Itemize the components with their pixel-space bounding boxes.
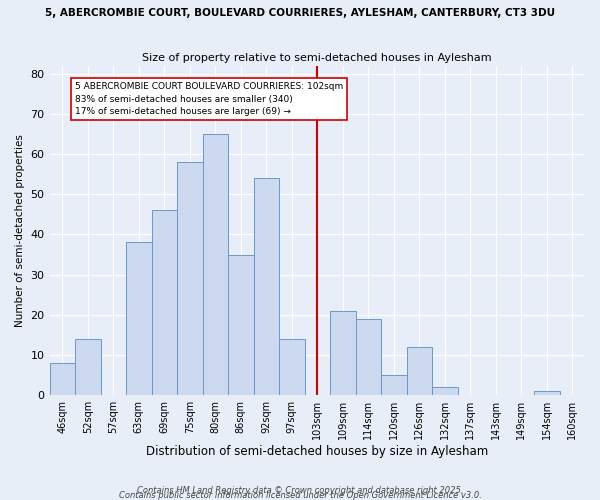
Bar — [381, 375, 407, 395]
Title: Size of property relative to semi-detached houses in Aylesham: Size of property relative to semi-detach… — [142, 52, 492, 62]
Bar — [407, 346, 432, 395]
Bar — [75, 338, 101, 395]
Bar — [50, 363, 75, 395]
Bar — [534, 391, 560, 395]
Bar — [356, 318, 381, 395]
Bar — [254, 178, 279, 395]
Bar — [279, 338, 305, 395]
Text: 5, ABERCROMBIE COURT, BOULEVARD COURRIERES, AYLESHAM, CANTERBURY, CT3 3DU: 5, ABERCROMBIE COURT, BOULEVARD COURRIER… — [45, 8, 555, 18]
X-axis label: Distribution of semi-detached houses by size in Aylesham: Distribution of semi-detached houses by … — [146, 444, 488, 458]
Bar — [228, 254, 254, 395]
Bar — [432, 387, 458, 395]
Text: Contains public sector information licensed under the Open Government Licence v3: Contains public sector information licen… — [119, 490, 481, 500]
Bar — [177, 162, 203, 395]
Bar — [203, 134, 228, 395]
Text: 5 ABERCROMBIE COURT BOULEVARD COURRIERES: 102sqm
83% of semi-detached houses are: 5 ABERCROMBIE COURT BOULEVARD COURRIERES… — [75, 82, 343, 116]
Bar — [330, 310, 356, 395]
Text: Contains HM Land Registry data © Crown copyright and database right 2025.: Contains HM Land Registry data © Crown c… — [137, 486, 463, 495]
Y-axis label: Number of semi-detached properties: Number of semi-detached properties — [15, 134, 25, 327]
Bar — [152, 210, 177, 395]
Bar — [126, 242, 152, 395]
